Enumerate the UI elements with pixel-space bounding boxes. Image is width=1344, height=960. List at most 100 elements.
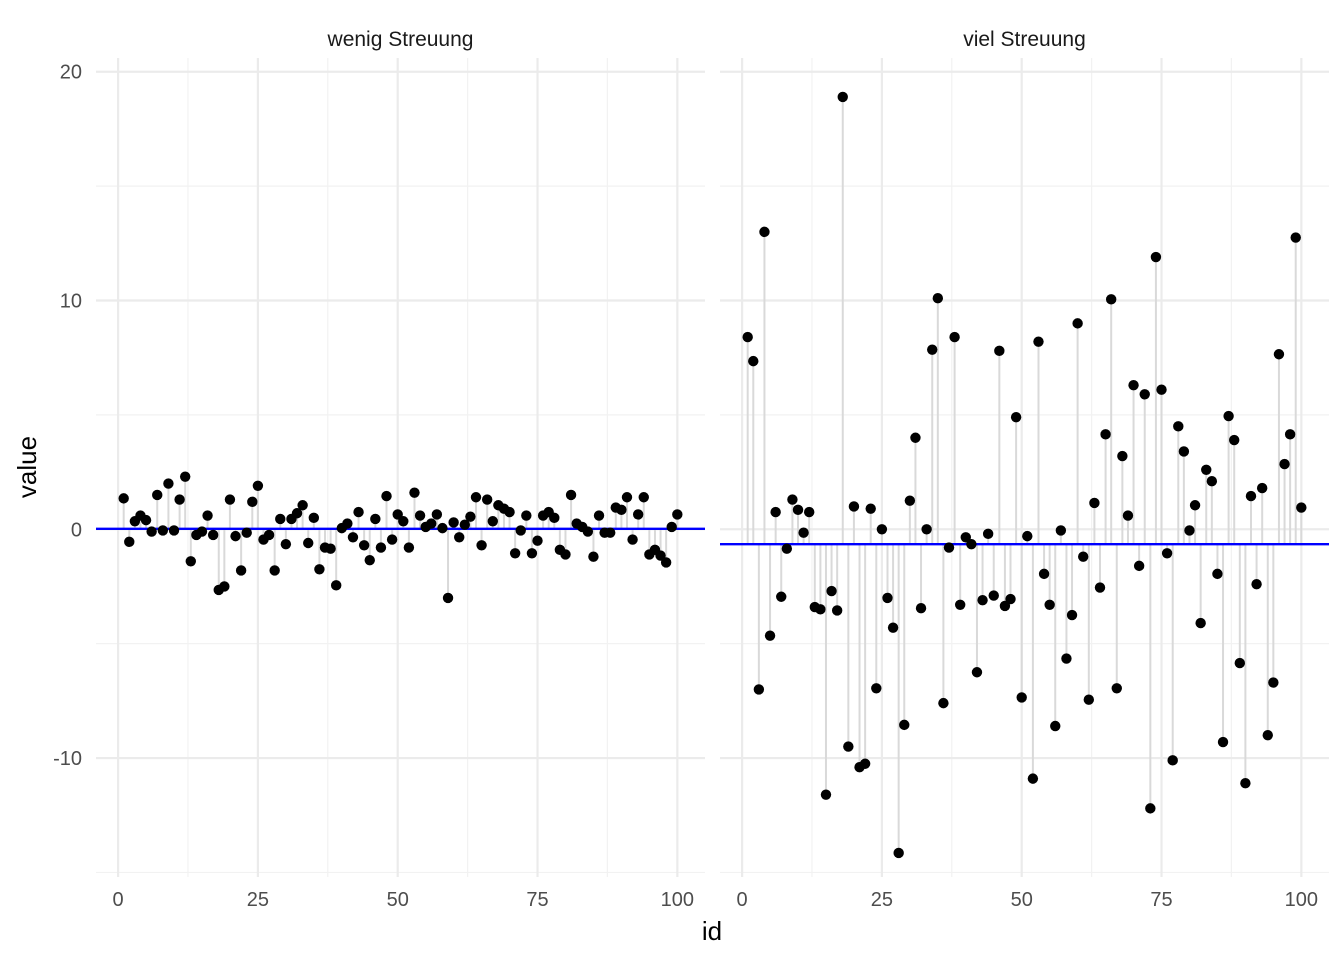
data-point [1072,318,1083,329]
data-point [759,226,770,238]
data-point [118,493,129,504]
data-point [605,527,616,538]
data-point [224,494,236,505]
data-point [781,543,793,554]
data-point [1256,482,1268,494]
data-point [1206,476,1218,487]
data-point [152,489,163,501]
y-axis-title: value [12,436,42,498]
data-point [1089,497,1100,509]
data-point [1234,657,1246,669]
data-point [1016,692,1027,703]
data-point [163,478,174,489]
data-point [954,599,966,610]
data-point [185,556,196,567]
data-point [291,508,303,519]
data-point [1105,294,1117,305]
data-point [202,510,213,521]
data-point [1145,803,1156,814]
data-point [230,530,241,542]
data-point [1184,525,1195,536]
data-point [672,509,683,520]
data-point [414,510,426,521]
data-point [831,605,843,616]
x-tick-label: 50 [1011,889,1033,911]
data-point [748,355,759,367]
x-tick-label: 0 [113,889,124,911]
data-point [776,591,787,602]
data-point [921,524,932,535]
data-point [1027,773,1039,784]
data-point [764,630,776,641]
data-point [375,542,387,553]
facet-panel-1: 0 25 50 75 100 wenig Streuung [96,28,705,911]
data-point [915,602,927,614]
x-axis-tick-labels: 0 25 50 75 100 [113,889,694,911]
data-point [1290,232,1301,243]
data-point [252,480,264,492]
data-point [999,600,1011,612]
data-point [960,532,971,543]
data-point [280,538,292,550]
data-point [616,504,627,516]
data-point [927,344,938,355]
data-point [899,719,910,731]
data-point [1284,429,1296,440]
data-point [325,543,336,554]
deviation-segments [122,476,679,598]
data-point [431,509,443,520]
minor-gridlines [720,58,1329,877]
data-point [1201,464,1212,475]
data-point [1212,568,1223,580]
y-tick-label: 10 [60,290,82,312]
data-point [1268,677,1279,688]
data-point [1229,434,1240,446]
data-point [1010,411,1022,423]
data-point [275,513,286,525]
data-point [820,789,832,800]
data-point [364,554,375,566]
data-point [859,758,871,769]
data-point [1156,384,1167,395]
data-point [1217,736,1229,748]
data-point [303,537,314,549]
data-point [526,548,538,559]
data-point [593,510,605,521]
data-point [904,495,916,506]
data-point [509,548,521,559]
data-point [448,517,459,528]
data-point [826,585,837,597]
data-point [235,565,247,576]
data-point [342,518,353,529]
data-point [627,534,638,545]
data-point [392,509,403,520]
data-point [1128,379,1139,391]
x-axis-title: id [702,916,722,946]
data-point [982,528,994,540]
data-point [1038,568,1050,580]
data-point [353,506,364,518]
data-point [1094,582,1106,593]
data-point [459,519,471,530]
data-point [1005,593,1016,605]
data-point [988,590,999,601]
data-point [1167,755,1178,766]
data-point [1296,502,1307,513]
data-point [347,532,359,543]
data-point [932,293,944,304]
data-point [977,594,988,606]
data-point [803,506,815,518]
data-point [442,592,454,604]
data-point [1050,720,1061,732]
deviation-segments [746,96,1303,853]
data-point [1150,251,1162,263]
data-point [588,551,599,562]
x-tick-label: 100 [661,889,694,911]
data-point [938,697,949,709]
data-point [381,490,392,502]
data-point [621,492,633,503]
data-point [1251,578,1262,590]
x-tick-label: 50 [387,889,409,911]
data-point [666,521,677,533]
data-point [308,512,320,524]
